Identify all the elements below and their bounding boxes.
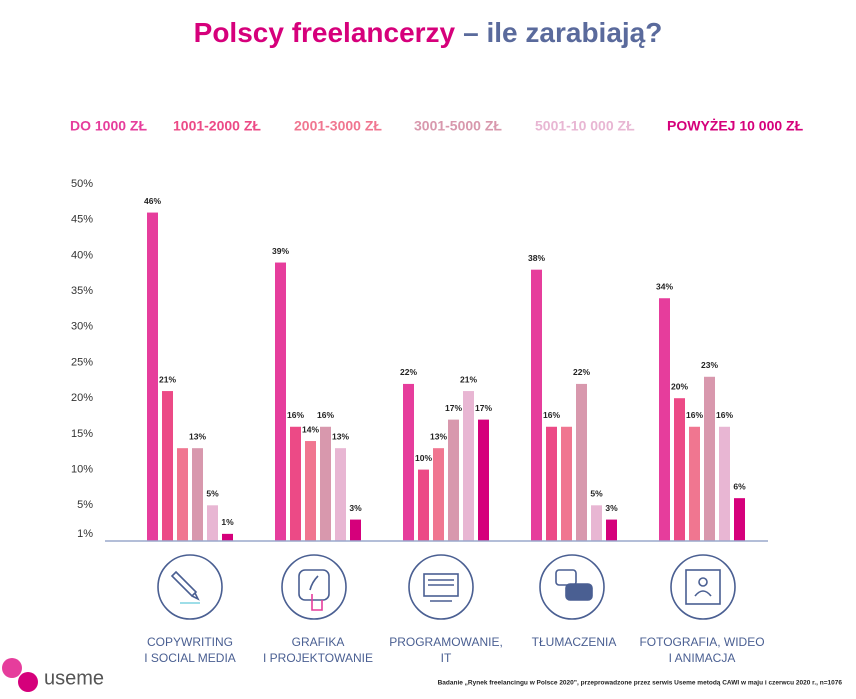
y-tick-label: 45% bbox=[71, 214, 93, 226]
data-label: 20% bbox=[671, 381, 688, 391]
bar bbox=[305, 441, 316, 541]
bar bbox=[674, 398, 685, 541]
data-label: 10% bbox=[415, 453, 432, 463]
bar bbox=[403, 383, 414, 541]
data-label: 6% bbox=[733, 481, 746, 491]
logo: useme bbox=[2, 658, 104, 692]
icons bbox=[157, 554, 736, 620]
bar bbox=[192, 448, 203, 541]
data-label: 5% bbox=[590, 489, 603, 499]
data-label: 1% bbox=[221, 517, 234, 527]
bar bbox=[290, 426, 301, 541]
bar bbox=[591, 505, 602, 541]
x-tick-label: I PROJEKTOWANIE bbox=[263, 651, 373, 665]
data-label: 21% bbox=[159, 374, 176, 384]
title-part: – ile zarabiają? bbox=[463, 17, 662, 48]
bar bbox=[335, 448, 346, 541]
bar bbox=[478, 419, 489, 541]
bar bbox=[606, 519, 617, 541]
x-tick-label: COPYWRITING bbox=[147, 635, 233, 649]
chart-title: Polscy freelancerzy – ile zarabiają? bbox=[194, 17, 663, 48]
bar bbox=[546, 426, 557, 541]
title-part: Polscy freelancerzy bbox=[194, 17, 456, 48]
y-tick-label: 15% bbox=[71, 428, 93, 440]
y-tick-label: 30% bbox=[71, 321, 93, 333]
bar bbox=[734, 498, 745, 541]
data-label: 16% bbox=[686, 410, 703, 420]
x-tick-label: I ANIMACJA bbox=[669, 651, 736, 665]
y-tick-label: 5% bbox=[77, 499, 93, 511]
data-label: 16% bbox=[317, 410, 334, 420]
data-label: 17% bbox=[445, 403, 462, 413]
x-tick-label: FOTOGRAFIA, WIDEO bbox=[639, 635, 764, 649]
data-label: 3% bbox=[605, 503, 618, 513]
x-tick-label: I SOCIAL MEDIA bbox=[144, 651, 236, 665]
bar bbox=[719, 426, 730, 541]
y-tick-label: 25% bbox=[71, 356, 93, 368]
x-tick-label: GRAFIKA bbox=[292, 635, 345, 649]
bar bbox=[162, 391, 173, 541]
y-tick-label: 35% bbox=[71, 285, 93, 297]
data-label: 34% bbox=[656, 281, 673, 291]
y-tick-label: 50% bbox=[71, 178, 93, 190]
bar bbox=[275, 262, 286, 541]
y-tick-label: 1% bbox=[77, 528, 93, 540]
x-tick-label: TŁUMACZENIA bbox=[532, 635, 617, 649]
bar bbox=[463, 391, 474, 541]
legend-label: 5001-10 000 ZŁ bbox=[535, 118, 635, 134]
bar bbox=[689, 426, 700, 541]
footnote: Badanie „Rynek freelancingu w Polsce 202… bbox=[438, 680, 843, 687]
data-label: 38% bbox=[528, 253, 545, 263]
bar bbox=[320, 426, 331, 541]
data-label: 13% bbox=[189, 431, 206, 441]
data-label: 16% bbox=[287, 410, 304, 420]
data-label: 3% bbox=[349, 503, 362, 513]
data-label: 22% bbox=[400, 367, 417, 377]
legend-label: DO 1000 ZŁ bbox=[70, 118, 147, 134]
y-tick-label: 10% bbox=[71, 464, 93, 476]
bar bbox=[659, 298, 670, 541]
legend-label: 3001-5000 ZŁ bbox=[414, 118, 502, 134]
bar bbox=[433, 448, 444, 541]
data-label: 5% bbox=[206, 489, 219, 499]
data-label: 21% bbox=[460, 374, 477, 384]
legend-label: 1001-2000 ZŁ bbox=[173, 118, 261, 134]
data-label: 13% bbox=[332, 431, 349, 441]
x-tick-label: IT bbox=[441, 651, 452, 665]
bar bbox=[531, 269, 542, 541]
bar bbox=[576, 383, 587, 541]
bar bbox=[448, 419, 459, 541]
bar bbox=[207, 505, 218, 541]
data-label: 16% bbox=[543, 410, 560, 420]
bar bbox=[350, 519, 361, 541]
legend-label: 2001-3000 ZŁ bbox=[294, 118, 382, 134]
bar bbox=[704, 376, 715, 541]
bar bbox=[222, 533, 233, 541]
logo-text: useme bbox=[44, 667, 104, 689]
bar bbox=[418, 469, 429, 541]
bar bbox=[561, 426, 572, 541]
data-label: 14% bbox=[302, 424, 319, 434]
legend-label: POWYŻEJ 10 000 ZŁ bbox=[667, 118, 804, 134]
data-label: 17% bbox=[475, 403, 492, 413]
bar bbox=[177, 448, 188, 541]
data-label: 23% bbox=[701, 360, 718, 370]
data-label: 13% bbox=[430, 431, 447, 441]
y-tick-label: 40% bbox=[71, 249, 93, 261]
y-tick-label: 20% bbox=[71, 392, 93, 404]
data-label: 46% bbox=[144, 196, 161, 206]
x-tick-label: PROGRAMOWANIE, bbox=[389, 635, 503, 649]
data-label: 16% bbox=[716, 410, 733, 420]
data-label: 22% bbox=[573, 367, 590, 377]
bar bbox=[147, 212, 158, 541]
data-label: 39% bbox=[272, 246, 289, 256]
